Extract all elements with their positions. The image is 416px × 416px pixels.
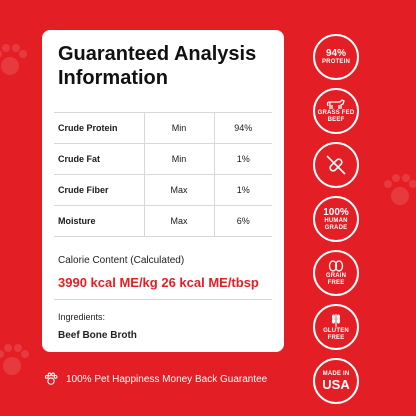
calorie-label: Calorie Content (Calculated) bbox=[58, 255, 185, 266]
badge-big-text: 100% bbox=[323, 206, 349, 218]
badge-small-text: GRASS FED BEEF bbox=[317, 110, 355, 123]
nutrient-comparator: Max bbox=[143, 205, 215, 237]
badge-column: 94% PROTEIN GRASS FED BEEF 100% HUMAN GR… bbox=[313, 34, 363, 412]
table-row: Crude Protein Min 94% bbox=[54, 112, 272, 144]
nutrient-name: Moisture bbox=[54, 205, 144, 237]
table-row: Crude Fat Min 1% bbox=[54, 143, 272, 175]
guarantee-banner: 100% Pet Happiness Money Back Guarantee bbox=[44, 372, 267, 386]
no-pill-badge bbox=[313, 142, 359, 188]
grain-free-badge: GRAIN FREE bbox=[313, 250, 359, 296]
nutrient-value: 1% bbox=[214, 143, 272, 175]
nutrient-comparator: Max bbox=[143, 174, 215, 206]
nutrient-name: Crude Fat bbox=[54, 143, 144, 175]
paw-icon bbox=[44, 372, 58, 385]
ingredients-label: Ingredients: bbox=[58, 312, 106, 322]
badge-small-text: GRAIN FREE bbox=[325, 273, 347, 286]
ingredients-value: Beef Bone Broth bbox=[58, 330, 137, 341]
nutrient-value: 94% bbox=[214, 112, 272, 144]
grass-fed-badge: GRASS FED BEEF bbox=[313, 88, 359, 134]
title-line-2: Information bbox=[58, 67, 168, 89]
guarantee-text: 100% Pet Happiness Money Back Guarantee bbox=[66, 373, 268, 385]
background-paw-icon bbox=[0, 44, 27, 75]
wheat-icon bbox=[331, 314, 341, 327]
background-paw-icon bbox=[384, 174, 416, 205]
nutrient-value: 6% bbox=[214, 205, 272, 237]
badge-big-text: USA bbox=[322, 376, 350, 392]
no-pill-icon bbox=[326, 155, 346, 175]
bean-icon bbox=[328, 260, 344, 272]
badge-small-text: PROTEIN bbox=[321, 59, 351, 65]
nutrient-name: Crude Fiber bbox=[54, 174, 144, 206]
badge-small-text: HUMAN GRADE bbox=[324, 217, 348, 231]
human-grade-badge: 100% HUMAN GRADE bbox=[313, 196, 359, 242]
nutrient-comparator: Min bbox=[143, 112, 215, 144]
title-line-1: Guaranteed Analysis bbox=[58, 43, 257, 65]
made-in-usa-badge: MADE IN USA bbox=[313, 358, 359, 404]
background-paw-icon bbox=[0, 344, 29, 375]
calorie-value: 3990 kcal ME/kg 26 kcal ME/tbsp bbox=[58, 275, 259, 290]
table-row: Crude Fiber Max 1% bbox=[54, 174, 272, 206]
badge-big-text: 94% bbox=[325, 48, 346, 59]
nutrient-comparator: Min bbox=[143, 143, 215, 175]
protein-badge: 94% PROTEIN bbox=[313, 34, 359, 80]
badge-small-text: MADE IN bbox=[322, 370, 350, 377]
divider bbox=[54, 299, 272, 300]
gluten-free-badge: GLUTEN FREE bbox=[313, 304, 359, 350]
analysis-card: Guaranteed Analysis Information Crude Pr… bbox=[42, 30, 284, 352]
cow-icon bbox=[326, 99, 345, 109]
card-title: Guaranteed Analysis Information bbox=[58, 42, 272, 90]
nutrient-name: Crude Protein bbox=[54, 112, 144, 144]
badge-small-text: GLUTEN FREE bbox=[323, 328, 349, 341]
analysis-table: Crude Protein Min 94% Crude Fat Min 1% C… bbox=[54, 112, 272, 237]
table-row: Moisture Max 6% bbox=[54, 205, 272, 237]
nutrient-value: 1% bbox=[214, 174, 272, 206]
